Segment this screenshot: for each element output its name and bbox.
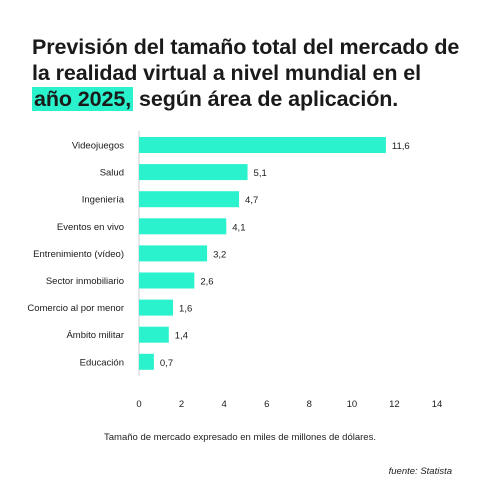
bar [139,191,240,208]
bar-chart: Videojuegos 11,6 Salud 5,1 Ingeniería 4,7 Even… [27,131,443,410]
data-label: 3,2 [213,249,226,260]
chart-title: Previsión del tamaño total del mercado d… [32,34,462,112]
data-label: 4,1 [232,222,245,233]
x-tick-label: 10 [347,399,358,410]
data-label: 4,7 [245,195,258,206]
category-label: Eventos en vivo [57,222,124,233]
category-label: Entrenimiento (vídeo) [33,249,124,260]
title-highlight: año 2025, [32,87,134,111]
category-label: Videojuegos [72,141,124,152]
chart-footnote: Tamaño de mercado expresado en miles de … [104,432,376,443]
x-tick-label: 4 [221,399,226,410]
source-credit: fuente: Statista [388,466,452,477]
category-label: Salud [100,168,124,179]
bar [139,218,227,235]
category-label: Ingeniería [82,195,125,206]
x-tick-label: 14 [432,399,443,410]
bar [139,353,154,370]
category-label: Comercio al por menor [27,303,124,314]
data-label: 5,1 [254,168,267,179]
bar [139,326,169,343]
x-tick-label: 12 [389,399,400,410]
title-text-start: Previsión del tamaño total del mercado d… [32,35,460,85]
bar [139,299,174,316]
data-label: 1,6 [179,304,192,315]
bar [139,137,386,153]
bar [139,272,195,289]
title-text-end: según área de aplicación. [133,87,399,111]
category-label: Educación [80,357,124,368]
data-label: 11,6 [392,141,410,152]
data-label: 1,4 [175,331,188,342]
x-tick-label: 6 [264,399,269,410]
data-label: 0,7 [160,358,173,369]
x-tick-label: 0 [136,399,141,410]
category-label: Ámbito militar [66,330,124,341]
bar [139,245,208,262]
data-label: 2,6 [200,277,213,288]
x-tick-label: 2 [179,399,184,410]
bar [139,164,248,181]
x-tick-label: 8 [307,399,312,410]
category-label: Sector inmobiliario [46,276,124,287]
